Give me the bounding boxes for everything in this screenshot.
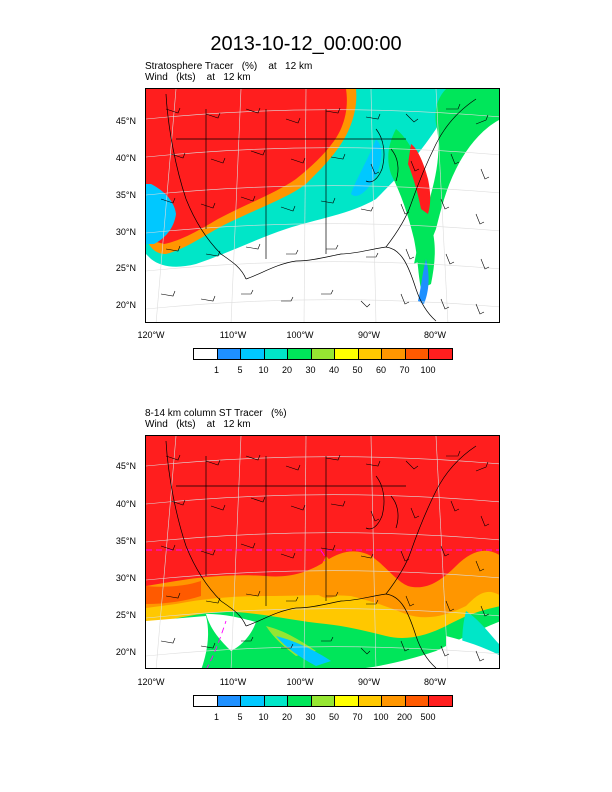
panel2-colorbar-label: 200 xyxy=(396,712,413,722)
panel1-colorbar-swatch xyxy=(263,348,288,360)
panel2-colorbar-swatch xyxy=(263,695,288,707)
panel2-colorbar-label: 50 xyxy=(328,712,339,722)
panel1-caption-line2: Wind (kts) at 12 km xyxy=(145,72,251,83)
panel2-colorbar-swatch xyxy=(381,695,406,707)
panel1-colorbar-label: 100 xyxy=(420,365,436,375)
panel2-caption-line2: Wind (kts) at 12 km xyxy=(145,419,251,430)
panel1-lon-label: 80°W xyxy=(423,330,447,340)
panel2-lat-label: 40°N xyxy=(115,499,136,509)
plot-title: 2013-10-12_00:00:00 xyxy=(210,33,402,55)
panel2-lat-label: 35°N xyxy=(115,536,136,546)
panel2-caption-line1: 8-14 km column ST Tracer (%) xyxy=(145,408,287,419)
panel2-lon-label: 100°W xyxy=(286,677,314,687)
panel2-colorbar-label: 5 xyxy=(237,712,243,722)
panel2-colorbar-swatch xyxy=(240,695,265,707)
panel1-colorbar-label: 50 xyxy=(352,365,363,375)
panel2-map-svg xyxy=(146,436,499,668)
panel1-lon-label: 120°W xyxy=(137,330,165,340)
panel1-colorbar-label: 20 xyxy=(281,365,292,375)
panel2-lon-label: 80°W xyxy=(423,677,447,687)
panel2-lat-label: 45°N xyxy=(115,461,136,471)
panel2-colorbar-swatch xyxy=(404,695,429,707)
panel1-colorbar-label: 10 xyxy=(258,365,269,375)
panel2-lat-label: 20°N xyxy=(115,647,136,657)
panel2-colorbar-swatch xyxy=(193,695,218,707)
panel2-colorbar-label: 20 xyxy=(281,712,292,722)
panel2-colorbar-swatch xyxy=(310,695,335,707)
panel1-lat-label: 30°N xyxy=(115,227,136,237)
panel1-colorbar-swatch xyxy=(287,348,312,360)
panel1-colorbar-label: 60 xyxy=(375,365,386,375)
panel2-colorbar: 1 5 10 20 30 50 70 100 200 500 xyxy=(193,695,453,722)
panel1-colorbar-swatch xyxy=(240,348,265,360)
panel2-colorbar-label: 100 xyxy=(373,712,389,722)
panel2-map xyxy=(145,435,500,669)
panel2-colorbar-swatch xyxy=(216,695,241,707)
panel1-map-svg xyxy=(146,89,499,322)
panel1-colorbar-swatch xyxy=(381,348,406,360)
panel1-colorbar-label: 70 xyxy=(399,365,410,375)
panel1-colorbar-swatch xyxy=(404,348,429,360)
panel2-lon-label: 120°W xyxy=(137,677,165,687)
panel2-colorbar-swatch xyxy=(334,695,359,707)
panel2-lon-label: 110°W xyxy=(219,677,247,687)
panel2-lon-label: 90°W xyxy=(357,677,381,687)
panel1-colorbar-label: 1 xyxy=(213,365,219,375)
panel2-colorbar-label: 10 xyxy=(258,712,269,722)
panel1-lon-label: 90°W xyxy=(357,330,381,340)
panel1-lat-label: 25°N xyxy=(115,263,136,273)
panel1-colorbar: 1 5 10 20 30 40 50 60 70 100 xyxy=(193,348,453,375)
panel2-lat-label: 30°N xyxy=(115,573,136,583)
panel2-colorbar-label: 1 xyxy=(213,712,219,722)
panel2-lat-label: 25°N xyxy=(115,610,136,620)
panel2-colorbar-label: 70 xyxy=(352,712,363,722)
panel1-caption-line1: Stratosphere Tracer (%) at 12 km xyxy=(145,61,313,72)
panel2-colorbar-swatch xyxy=(357,695,382,707)
panel1-colorbar-swatch xyxy=(216,348,241,360)
panel1-map xyxy=(145,88,500,323)
panel2-colorbar-label: 500 xyxy=(420,712,436,722)
panel1-lat-label: 20°N xyxy=(115,300,136,310)
panel1-colorbar-swatch xyxy=(310,348,335,360)
panel1-lat-label: 45°N xyxy=(115,116,136,126)
panel1-colorbar-swatch xyxy=(357,348,382,360)
panel1-colorbar-swatch xyxy=(334,348,359,360)
panel1-colorbar-label: 30 xyxy=(305,365,316,375)
panel1-colorbar-swatch xyxy=(428,348,453,360)
panel1-colorbar-label: 5 xyxy=(237,365,243,375)
panel1-colorbar-label: 40 xyxy=(328,365,339,375)
panel2-colorbar-label: 30 xyxy=(305,712,316,722)
panel1-lat-label: 35°N xyxy=(115,190,136,200)
panel1-lat-label: 40°N xyxy=(115,153,136,163)
panel2-colorbar-swatch xyxy=(287,695,312,707)
panel1-lon-label: 110°W xyxy=(219,330,247,340)
panel2-colorbar-swatch xyxy=(428,695,453,707)
panel1-colorbar-swatch xyxy=(193,348,218,360)
panel1-lon-label: 100°W xyxy=(286,330,314,340)
